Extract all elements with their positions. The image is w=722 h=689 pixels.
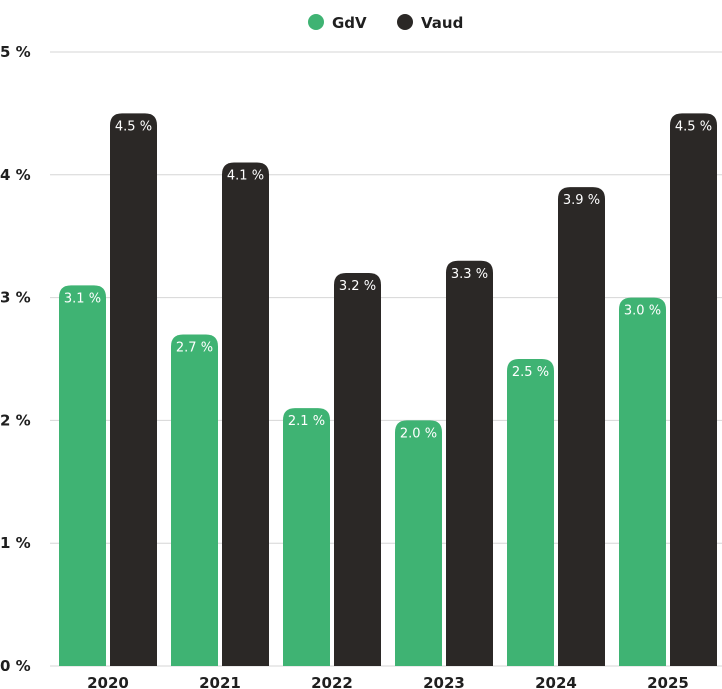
x-tick-label: 2023 [423,674,465,689]
legend-swatch-vaud [397,14,413,30]
y-tick-label: 0 % [0,657,31,675]
legend-label: GdV [332,14,367,32]
gridlines [50,51,722,667]
legend-label: Vaud [421,14,463,32]
bar-value-label: 2.5 % [512,365,549,380]
y-tick-label: 2 % [0,411,31,429]
bar-value-label: 3.9 % [563,193,600,208]
bar-vaud-2022 [334,273,381,666]
x-tick-label: 2024 [535,674,577,689]
bar-value-label: 2.1 % [288,414,325,429]
bar-value-label: 4.5 % [675,119,712,134]
bar-value-label: 4.1 % [227,169,264,184]
y-axis: 0 % 1 % 2 % 3 % 4 % 5 % [0,43,31,675]
bar-gdv-2020 [59,285,106,666]
bar-value-label: 3.0 % [624,304,661,319]
bar-vaud-2025 [670,113,717,666]
x-tick-label: 2025 [647,674,689,689]
bar-value-label: 3.3 % [451,267,488,282]
bar-value-label: 2.0 % [400,426,437,441]
legend-swatch-gdv [308,14,324,30]
y-tick-label: 4 % [0,166,31,184]
bar-value-label: 4.5 % [115,119,152,134]
x-tick-label: 2020 [87,674,129,689]
bar-value-label: 3.1 % [64,291,101,306]
bar-value-label: 3.2 % [339,279,376,294]
y-tick-label: 3 % [0,289,31,307]
bar-gdv-2023 [395,420,442,666]
bar-gdv-2024 [507,359,554,666]
x-axis: 2020 2021 2022 2023 2024 2025 [87,674,689,689]
bar-value-label: 2.7 % [176,340,213,355]
bar-vaud-2021 [222,162,269,666]
bar-gdv-2022 [283,408,330,666]
x-tick-label: 2021 [199,674,241,689]
legend: GdV Vaud [308,14,463,32]
x-tick-label: 2022 [311,674,353,689]
bar-vaud-2023 [446,260,493,666]
y-tick-label: 1 % [0,534,31,552]
y-tick-label: 5 % [0,43,31,61]
bars: 3.1 % 4.5 % 2.7 % 4.1 % 2.1 % 3.2 % 2.0 % 3.3 %… [59,113,717,666]
bar-gdv-2025 [619,297,666,666]
bar-vaud-2020 [110,113,157,666]
bar-gdv-2021 [171,334,218,666]
bar-vaud-2024 [558,187,605,666]
